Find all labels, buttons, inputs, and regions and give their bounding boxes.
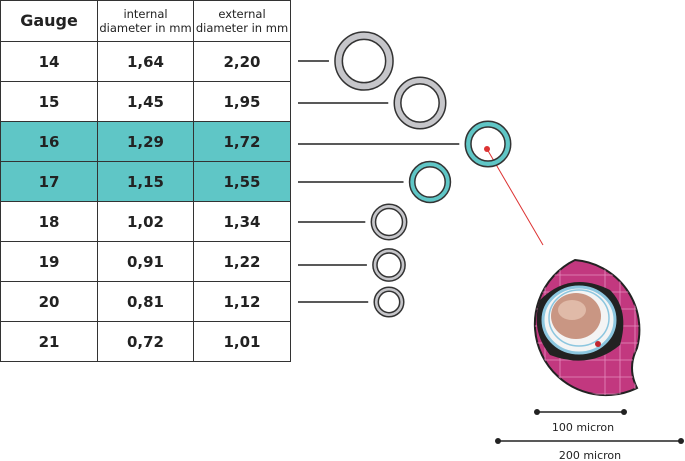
table-row: 21 0,72 1,01	[0, 321, 291, 362]
table-cell: 0,91	[97, 241, 194, 282]
ring-outline	[334, 31, 394, 91]
needle-ring	[465, 121, 511, 167]
scale-bar: 100 micron	[534, 409, 627, 434]
tissue-illustration	[533, 258, 641, 397]
table-row: 15 1,45 1,95	[0, 81, 291, 122]
table-cell: 19	[0, 241, 98, 282]
needle-ring	[409, 161, 451, 203]
table-cell: 1,45	[97, 81, 194, 122]
ring-outline	[408, 160, 452, 204]
table-cell: 1,02	[97, 201, 194, 242]
header-row: Gauge internal diameter in mm external d…	[0, 0, 291, 42]
table-row: 20 0,81 1,12	[0, 281, 291, 322]
table-cell: 0,81	[97, 281, 194, 322]
ring-outline	[374, 207, 404, 237]
table-row: 18 1,02 1,34	[0, 201, 291, 242]
scale-label: 200 micron	[559, 449, 621, 461]
ring-outline	[400, 83, 440, 123]
ring-outline	[393, 76, 447, 130]
table-cell: 1,72	[193, 121, 291, 162]
ring-outline	[376, 252, 402, 278]
table-cell: 1,64	[97, 41, 194, 82]
table-cell: 2,20	[193, 41, 291, 82]
scale-bar: 200 micron	[495, 438, 684, 461]
table-cell: 1,12	[193, 281, 291, 322]
ring-outline	[373, 286, 405, 318]
ring-outline	[377, 290, 401, 314]
table-cell: 17	[0, 161, 98, 202]
ring-outline	[464, 120, 512, 168]
needle-ring	[334, 31, 394, 91]
needle-ring	[394, 77, 446, 129]
header-cell: internal diameter in mm	[97, 0, 194, 42]
gauge-table: Gauge internal diameter in mm external d…	[0, 0, 291, 362]
ring-outline	[470, 126, 506, 162]
table-cell: 1,15	[97, 161, 194, 202]
ring-outline	[370, 203, 408, 241]
table-cell: 0,72	[97, 321, 194, 362]
table-row: 14 1,64 2,20	[0, 41, 291, 82]
header-cell: Gauge	[0, 0, 98, 42]
table-cell: 21	[0, 321, 98, 362]
table-cell: 1,34	[193, 201, 291, 242]
header-cell: external diameter in mm	[193, 0, 291, 42]
table-cell: 15	[0, 81, 98, 122]
ring-outline	[341, 38, 387, 84]
scale-label: 100 micron	[552, 421, 614, 434]
table-cell: 1,55	[193, 161, 291, 202]
needle-ring	[371, 204, 407, 240]
ring-outline	[414, 166, 446, 198]
table-cell: 16	[0, 121, 98, 162]
needle-ring	[374, 287, 404, 317]
pointer-dot	[484, 146, 490, 152]
table-cell: 1,01	[193, 321, 291, 362]
ring-outline	[372, 248, 406, 282]
table-row: 17 1,15 1,55	[0, 161, 291, 202]
needle-ring	[372, 248, 406, 282]
